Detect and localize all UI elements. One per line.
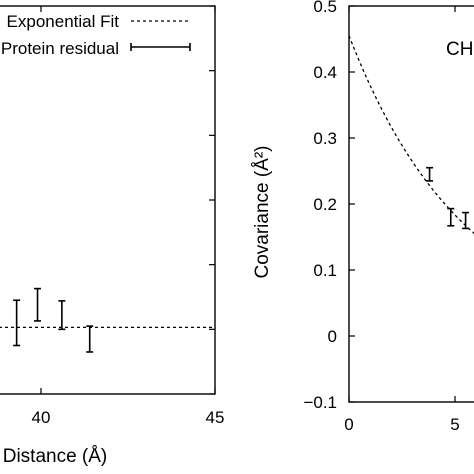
legend-label-residual: Protein residual [1, 39, 119, 58]
plot-frame [348, 5, 474, 403]
legend-label-fit: Exponential Fit [7, 12, 120, 31]
error-bar-point [34, 287, 42, 322]
left-panel: 30354045Distance (Å)Exponential FitProte… [0, 5, 225, 467]
error-bar-point [426, 166, 434, 182]
x-tick-label: 45 [206, 408, 225, 427]
y-tick-label: 0.4 [313, 63, 337, 82]
x-tick-label: 5 [450, 415, 459, 434]
y-tick-label: 0.1 [313, 261, 337, 280]
plot-frame [0, 5, 216, 395]
y-tick-label: 0.5 [313, 0, 337, 16]
error-bar-point [447, 207, 455, 227]
x-tick-label: 0 [344, 415, 353, 434]
error-bar-point [58, 300, 66, 331]
right-panel: −0.100.10.20.30.40.50510Covariance (Å²)C… [252, 0, 474, 434]
x-tick-label: 40 [32, 408, 51, 427]
y-axis-label: Covariance (Å²) [252, 145, 273, 278]
error-bar-point [462, 211, 470, 230]
x-axis-label: Distance (Å) [3, 446, 108, 467]
exponential-fit-curve [348, 35, 474, 235]
y-tick-label: 0 [328, 327, 337, 346]
error-bar-point [86, 325, 94, 353]
panel-title: CH [446, 39, 473, 60]
y-tick-label: −0.1 [303, 393, 337, 412]
legend-swatch-residual [130, 43, 191, 51]
error-bar-point [13, 299, 21, 347]
y-tick-label: 0.2 [313, 195, 337, 214]
y-tick-label: 0.3 [313, 129, 337, 148]
